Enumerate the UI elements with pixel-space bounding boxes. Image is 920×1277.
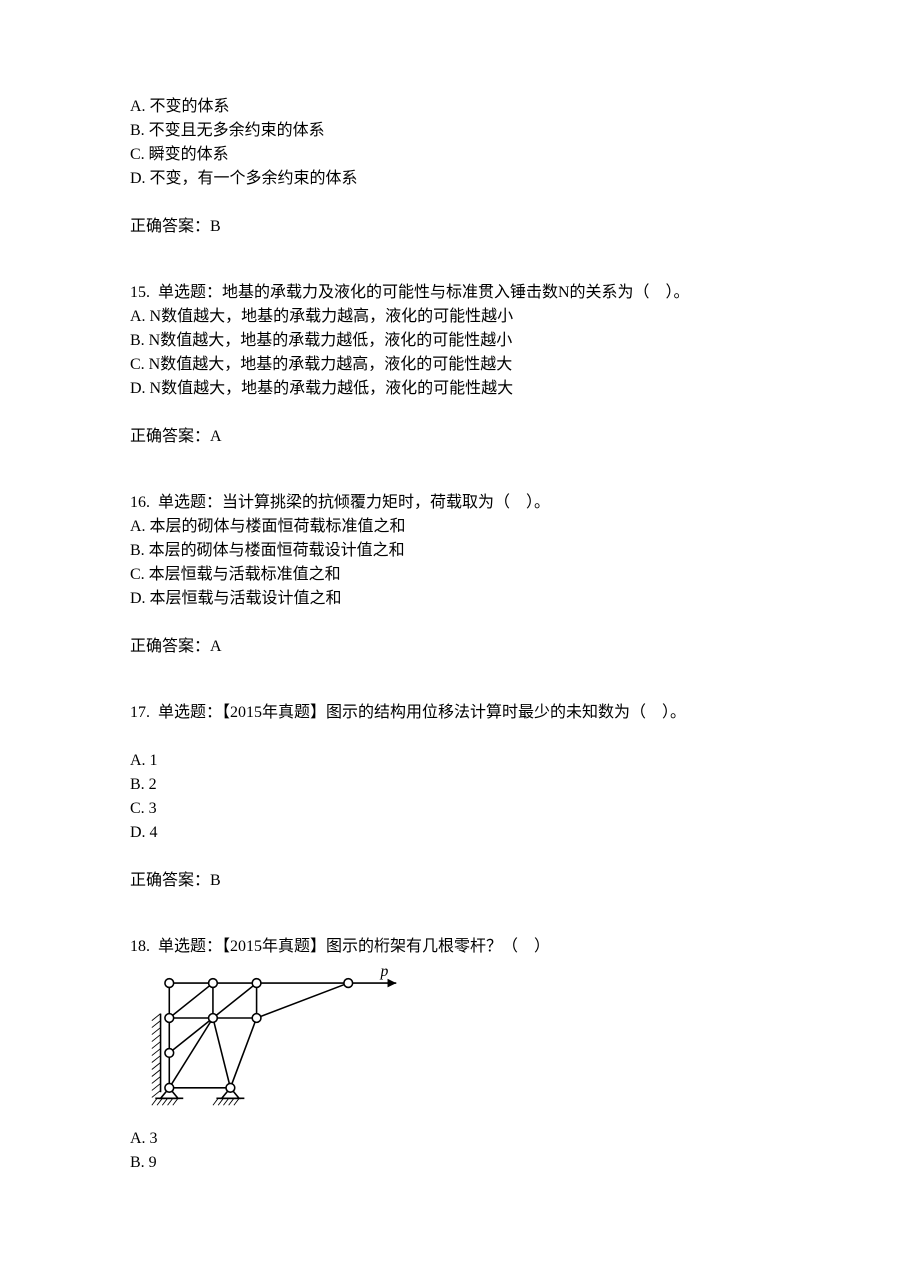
option-text: A. N数值越大，地基的承载力越高，液化的可能性越小 xyxy=(130,305,790,329)
option-text: D. 本层恒载与活载设计值之和 xyxy=(130,587,790,611)
answer-text: 正确答案：B xyxy=(130,869,790,893)
exam-page: A. 不变的体系 B. 不变且无多余约束的体系 C. 瞬变的体系 D. 不变，有… xyxy=(0,0,920,1277)
blank-line xyxy=(130,191,790,215)
blank-line xyxy=(130,725,790,749)
option-text: A. 不变的体系 xyxy=(130,95,790,119)
option-text: D. 4 xyxy=(130,821,790,845)
option-text: D. N数值越大，地基的承载力越低，液化的可能性越大 xyxy=(130,377,790,401)
question-14-tail: A. 不变的体系 B. 不变且无多余约束的体系 C. 瞬变的体系 D. 不变，有… xyxy=(130,95,790,239)
option-text: C. 3 xyxy=(130,797,790,821)
option-text: C. 本层恒载与活载标准值之和 xyxy=(130,563,790,587)
question-stem: 18. 单选题：【2015年真题】图示的桁架有几根零杆？（ ） xyxy=(130,935,790,959)
truss-diagram-icon: p xyxy=(130,967,405,1117)
option-text: A. 1 xyxy=(130,749,790,773)
option-text: D. 不变，有一个多余约束的体系 xyxy=(130,167,790,191)
option-text: B. 本层的砌体与楼面恒荷载设计值之和 xyxy=(130,539,790,563)
svg-text:p: p xyxy=(380,967,389,980)
option-text: B. 9 xyxy=(130,1151,790,1175)
option-text: B. 不变且无多余约束的体系 xyxy=(130,119,790,143)
option-text: A. 3 xyxy=(130,1127,790,1151)
blank-line xyxy=(130,401,790,425)
answer-text: 正确答案：B xyxy=(130,215,790,239)
question-15: 15. 单选题：地基的承载力及液化的可能性与标准贯入锤击数N的关系为（ ）。 A… xyxy=(130,281,790,449)
question-stem: 16. 单选题：当计算挑梁的抗倾覆力矩时，荷载取为（ ）。 xyxy=(130,491,790,515)
blank-line xyxy=(130,845,790,869)
blank-line xyxy=(130,611,790,635)
option-text: A. 本层的砌体与楼面恒荷载标准值之和 xyxy=(130,515,790,539)
option-text: B. N数值越大，地基的承载力越低，液化的可能性越小 xyxy=(130,329,790,353)
answer-text: 正确答案：A xyxy=(130,635,790,659)
question-17: 17. 单选题：【2015年真题】图示的结构用位移法计算时最少的未知数为（ ）。… xyxy=(130,701,790,893)
option-text: C. N数值越大，地基的承载力越高，液化的可能性越大 xyxy=(130,353,790,377)
question-stem: 17. 单选题：【2015年真题】图示的结构用位移法计算时最少的未知数为（ ）。 xyxy=(130,701,790,725)
question-18: 18. 单选题：【2015年真题】图示的桁架有几根零杆？（ ） p A. 3 B… xyxy=(130,935,790,1175)
answer-text: 正确答案：A xyxy=(130,425,790,449)
question-stem: 15. 单选题：地基的承载力及液化的可能性与标准贯入锤击数N的关系为（ ）。 xyxy=(130,281,790,305)
option-text: C. 瞬变的体系 xyxy=(130,143,790,167)
option-text: B. 2 xyxy=(130,773,790,797)
truss-figure: p xyxy=(130,967,790,1125)
question-16: 16. 单选题：当计算挑梁的抗倾覆力矩时，荷载取为（ ）。 A. 本层的砌体与楼… xyxy=(130,491,790,659)
